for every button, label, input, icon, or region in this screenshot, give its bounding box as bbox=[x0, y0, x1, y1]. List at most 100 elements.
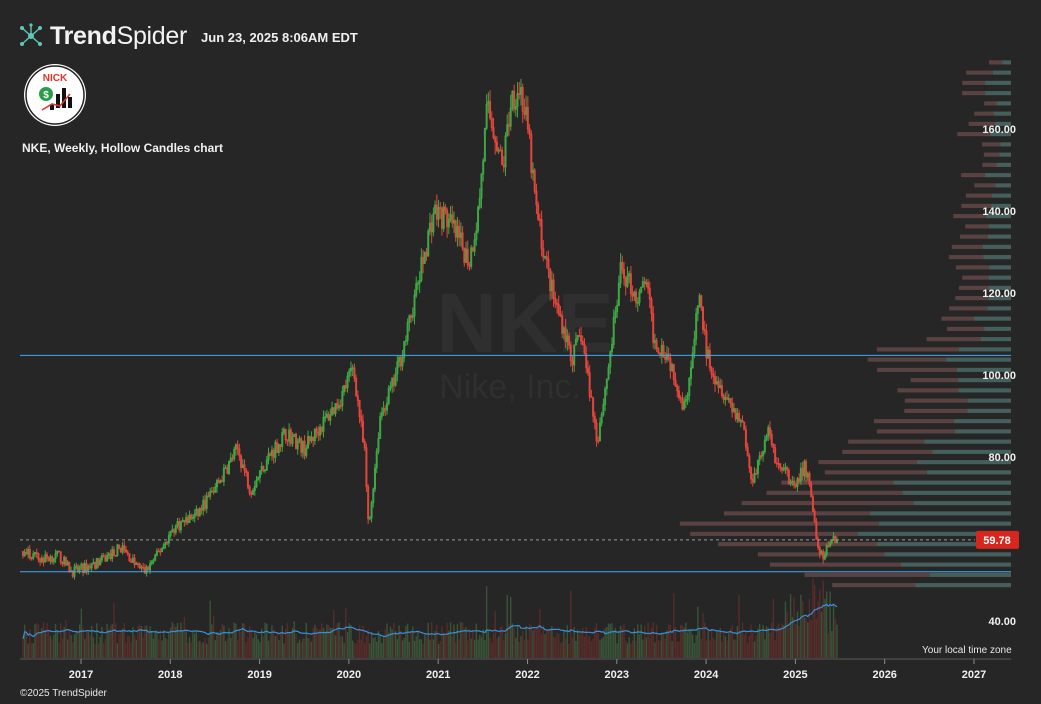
candle-body bbox=[112, 549, 115, 556]
volume-bar bbox=[692, 634, 694, 658]
candle-body bbox=[827, 545, 830, 547]
volume-bar bbox=[206, 643, 208, 658]
volume-bar bbox=[193, 633, 196, 658]
candle-body bbox=[781, 467, 784, 471]
x-tick-label: 2027 bbox=[962, 669, 986, 681]
candle-body bbox=[95, 558, 98, 569]
volume-profile-up-bar bbox=[967, 408, 1011, 413]
volume-bar bbox=[285, 629, 287, 658]
volume-bar bbox=[364, 643, 366, 658]
candle-body bbox=[665, 353, 668, 360]
candle-body bbox=[552, 279, 555, 299]
volume-bar bbox=[585, 627, 587, 658]
candle-body bbox=[152, 559, 155, 563]
volume-bar bbox=[597, 633, 599, 658]
candle-body bbox=[106, 555, 109, 562]
candle-body bbox=[531, 169, 534, 174]
volume-bar bbox=[147, 631, 150, 658]
volume-bar bbox=[255, 634, 258, 658]
candle-body bbox=[44, 554, 47, 563]
candle-body bbox=[731, 402, 734, 413]
y-tick-label: 140.00 bbox=[982, 206, 1016, 218]
volume-bar bbox=[587, 635, 589, 658]
volume-profile-down-bar bbox=[941, 316, 974, 321]
candle-body bbox=[123, 545, 126, 551]
candle-body bbox=[282, 428, 285, 433]
volume-bar bbox=[92, 637, 95, 658]
candle-body bbox=[535, 190, 538, 206]
volume-bar bbox=[458, 639, 460, 658]
candle-body bbox=[497, 149, 500, 152]
volume-moving-average bbox=[22, 603, 838, 640]
candle-body bbox=[63, 556, 66, 565]
candle-body bbox=[258, 470, 261, 478]
volume-bar bbox=[291, 628, 294, 658]
candle-body bbox=[518, 93, 521, 95]
volume-bar bbox=[736, 626, 739, 658]
volume-bar bbox=[757, 628, 759, 658]
volume-bar bbox=[195, 630, 198, 658]
volume-bar bbox=[214, 640, 216, 658]
candle-body bbox=[458, 225, 461, 238]
volume-profile-down-bar bbox=[804, 572, 931, 577]
candle-body bbox=[720, 385, 723, 397]
candle-body bbox=[25, 551, 28, 555]
volume-profile-up-bar bbox=[999, 152, 1011, 157]
candle-body bbox=[485, 103, 488, 129]
volume-bar bbox=[554, 637, 557, 658]
volume-profile-up-bar bbox=[869, 511, 1011, 516]
volume-bar bbox=[276, 632, 278, 658]
candle-body bbox=[205, 495, 208, 510]
candle-body bbox=[525, 106, 528, 115]
volume-bar bbox=[180, 622, 182, 658]
volume-profile-down-bar bbox=[897, 388, 959, 393]
candle-body bbox=[561, 315, 564, 334]
volume-bar bbox=[752, 632, 754, 658]
volume-profile-down-bar bbox=[876, 347, 959, 352]
volume-bar bbox=[157, 639, 160, 658]
volume-bar bbox=[209, 600, 211, 658]
candle-body bbox=[363, 440, 366, 449]
volume-profile-up-bar bbox=[987, 306, 1011, 311]
volume-bar bbox=[820, 611, 823, 658]
volume-bar bbox=[336, 623, 338, 658]
candle-body bbox=[396, 361, 399, 375]
candle-body bbox=[99, 559, 102, 566]
candle-body bbox=[767, 427, 770, 437]
candle-body bbox=[547, 258, 550, 270]
volume-bar bbox=[733, 639, 735, 658]
volume-bar bbox=[278, 639, 280, 658]
volume-bar bbox=[753, 641, 756, 658]
volume-bar bbox=[437, 643, 440, 658]
volume-profile-up-bar bbox=[973, 316, 1011, 321]
candle-body bbox=[27, 548, 30, 555]
volume-bar bbox=[89, 635, 91, 658]
candle-body bbox=[71, 570, 74, 577]
volume-bar bbox=[535, 626, 538, 658]
candle-body bbox=[289, 429, 292, 444]
volume-bar bbox=[532, 630, 534, 658]
volume-bar bbox=[635, 640, 637, 658]
volume-profile-up-bar bbox=[902, 490, 1011, 495]
candle-body bbox=[818, 547, 821, 555]
candle-body bbox=[444, 206, 447, 212]
candle-body bbox=[377, 438, 380, 452]
candle-body bbox=[76, 565, 79, 572]
volume-profile-down-bar bbox=[926, 337, 981, 342]
volume-bar bbox=[376, 641, 378, 658]
volume-profile-up-bar bbox=[1002, 60, 1011, 65]
volume-bar bbox=[484, 639, 486, 658]
candle-body bbox=[499, 149, 502, 152]
volume-bar bbox=[109, 625, 112, 658]
volume-bar bbox=[262, 636, 265, 658]
volume-bar bbox=[181, 630, 184, 658]
candle-body bbox=[669, 357, 672, 372]
volume-bar bbox=[271, 625, 273, 658]
candle-body bbox=[78, 567, 81, 572]
timezone-note[interactable]: Your local time zone bbox=[922, 645, 1012, 656]
candle-body bbox=[265, 459, 268, 471]
candle-body bbox=[667, 353, 670, 359]
candle-body bbox=[131, 557, 134, 563]
brand-logo[interactable]: TrendSpider bbox=[18, 22, 187, 51]
